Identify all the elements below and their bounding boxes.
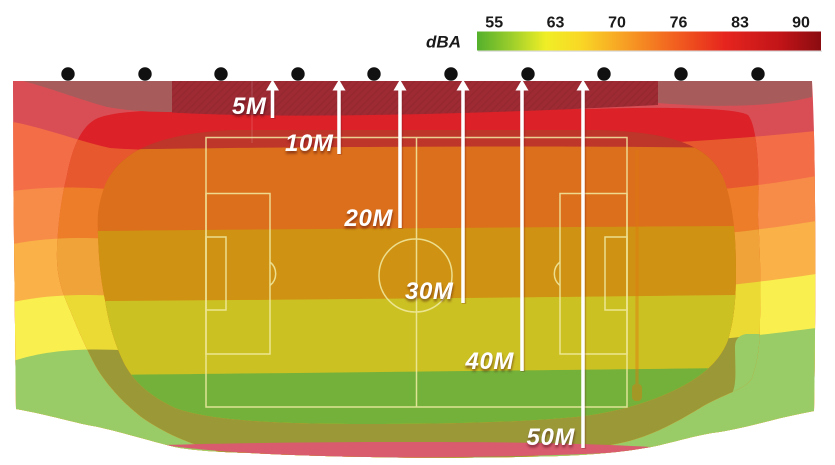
svg-text:30M: 30M: [405, 278, 454, 305]
svg-text:76: 76: [670, 15, 688, 32]
svg-text:63: 63: [547, 15, 565, 32]
svg-text:20M: 20M: [344, 208, 394, 235]
svg-text:50M: 50M: [527, 424, 576, 451]
svg-text:90: 90: [792, 15, 810, 32]
svg-text:10M: 10M: [285, 130, 334, 157]
svg-text:55: 55: [485, 15, 503, 32]
svg-text:5M: 5M: [232, 93, 267, 120]
svg-text:40M: 40M: [465, 348, 515, 375]
svg-text:dBA: dBA: [426, 33, 461, 52]
svg-text:50M: 50M: [527, 427, 576, 454]
svg-text:40M: 40M: [465, 351, 515, 378]
svg-text:30M: 30M: [406, 281, 455, 308]
svg-text:70: 70: [608, 15, 626, 32]
svg-text:20M: 20M: [344, 205, 394, 232]
svg-text:5M: 5M: [232, 96, 267, 123]
svg-text:10M: 10M: [286, 133, 335, 160]
svg-text:83: 83: [731, 15, 749, 32]
